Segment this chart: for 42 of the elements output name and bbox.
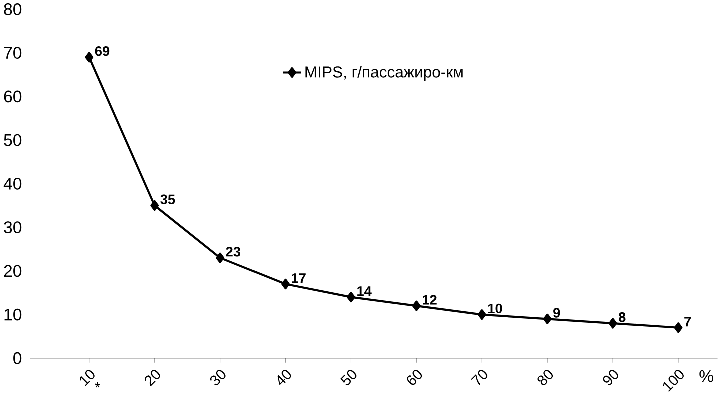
point (543, 314, 552, 324)
x-tick-label: 70 (471, 370, 488, 386)
point (608, 318, 618, 329)
data-label: 10 (488, 304, 502, 314)
x-tick-label: 20 (145, 370, 160, 387)
data-label: 8 (618, 312, 626, 322)
text: * (95, 382, 100, 388)
y-tick-label: 50 (4, 134, 22, 146)
y-tick-label: 20 (4, 265, 22, 278)
y-tick-label: 40 (4, 178, 22, 190)
data-label: 35 (160, 194, 176, 205)
y-tick-label: 0 (14, 352, 22, 364)
point (150, 200, 160, 212)
data-label: 23 (226, 247, 241, 257)
data-label: 9 (554, 308, 560, 318)
point (347, 292, 356, 303)
x-tick-label: 50 (340, 370, 357, 386)
x-tick-label: 60 (407, 370, 422, 386)
point (412, 300, 421, 312)
x-tick-label: 90 (603, 370, 619, 386)
legend-label: MIPS, г/пассажиро-км (306, 66, 463, 81)
x-tick-label: 100 (663, 370, 684, 392)
x-axis-title: % (700, 370, 714, 382)
data-label: 69 (95, 46, 110, 56)
data-label: 17 (292, 274, 306, 284)
data-label: 14 (358, 286, 372, 296)
y-tick-label: 70 (4, 47, 22, 60)
x-tick-label: 80 (538, 370, 554, 386)
point (85, 52, 94, 63)
point (216, 252, 225, 264)
point (674, 322, 683, 334)
point (282, 279, 290, 290)
data-label: 7 (684, 317, 692, 327)
data-label: 12 (423, 295, 437, 305)
y-tick-label: 60 (4, 90, 22, 103)
y-tick-label: 30 (4, 222, 22, 234)
y-tick-label: 10 (4, 308, 22, 321)
y-tick-label: 80 (4, 4, 22, 16)
x-tick-label: 10 (80, 370, 95, 386)
x-tick-label: 30 (210, 370, 226, 386)
x-tick-label: 40 (278, 370, 292, 386)
point (478, 310, 486, 320)
